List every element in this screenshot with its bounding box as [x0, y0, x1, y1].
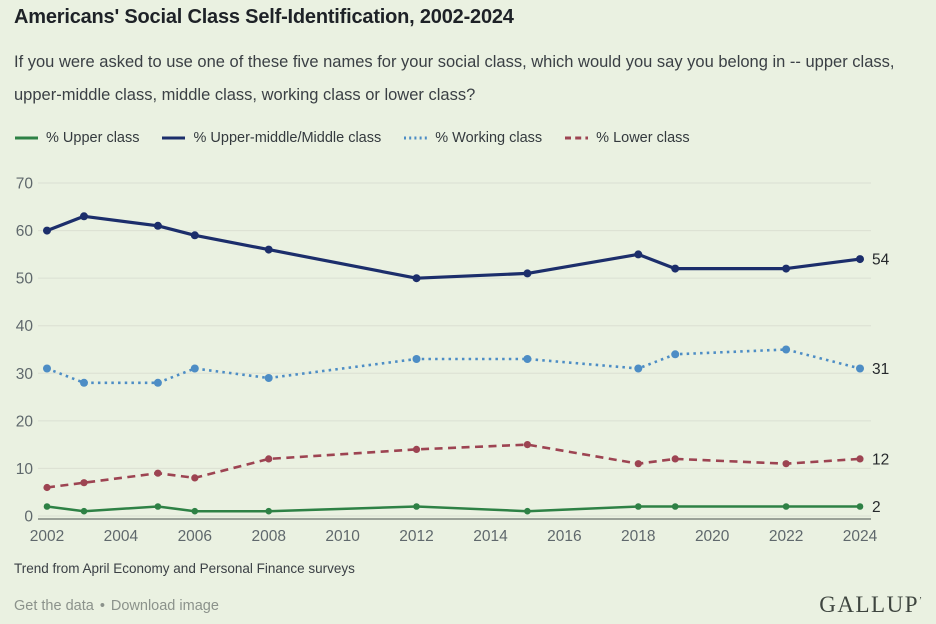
x-tick-label-2022: 2022 — [769, 528, 803, 545]
legend-marker-dotted-line-icon — [404, 136, 428, 140]
data-point-upper-middle-middle-class-2008[interactable] — [264, 245, 273, 254]
chart-footnote: Trend from April Economy and Personal Fi… — [14, 561, 355, 576]
legend-item-working-class[interactable]: % Working class — [403, 130, 542, 146]
data-point-upper-class-2024[interactable] — [856, 503, 864, 510]
data-point-lower-class-2003[interactable] — [80, 479, 88, 487]
data-point-upper-middle-middle-class-2018[interactable] — [634, 250, 643, 259]
x-tick-label-2018: 2018 — [621, 528, 655, 545]
legend-item-lower-class[interactable]: % Lower class — [564, 130, 690, 146]
data-point-upper-class-2019[interactable] — [671, 503, 679, 510]
legend-label: % Upper class — [46, 130, 140, 146]
chart-subtitle-question: If you were asked to use one of these fi… — [14, 53, 895, 104]
data-point-working-class-2019[interactable] — [671, 350, 680, 359]
data-point-working-class-2005[interactable] — [153, 378, 162, 387]
footer-links-separator: • — [99, 598, 105, 614]
data-point-upper-middle-middle-class-2024[interactable] — [856, 255, 864, 264]
data-point-upper-middle-middle-class-2015[interactable] — [523, 269, 532, 278]
series-line-upper-middle-middle-class — [46, 214, 861, 280]
data-point-working-class-2006[interactable] — [190, 364, 199, 373]
legend-label: % Working class — [435, 130, 543, 146]
legend-marker-solid-line-icon — [162, 136, 186, 140]
data-point-lower-class-2018[interactable] — [634, 460, 642, 468]
data-point-working-class-2015[interactable] — [523, 355, 532, 363]
page-title: Americans' Social Class Self-Identificat… — [14, 6, 514, 28]
data-point-upper-class-2022[interactable] — [782, 503, 790, 510]
y-tick-label-30: 30 — [16, 366, 34, 383]
data-point-upper-class-2015[interactable] — [524, 507, 531, 515]
gallup-logo-trademark: ’ — [919, 595, 922, 606]
data-point-upper-class-2005[interactable] — [154, 503, 162, 510]
series-line-working-class — [46, 348, 861, 385]
y-tick-label-10: 10 — [16, 461, 34, 478]
legend-item-upper-middle-middle-class[interactable]: % Upper-middle/Middle class — [161, 130, 381, 146]
y-tick-label-60: 60 — [16, 223, 34, 240]
data-point-upper-class-2018[interactable] — [635, 503, 642, 510]
x-tick-label-2004: 2004 — [104, 528, 139, 545]
x-tick-label-2020: 2020 — [695, 528, 730, 545]
legend-label: % Upper-middle/Middle class — [193, 130, 382, 146]
data-point-working-class-2008[interactable] — [264, 374, 273, 382]
x-tick-label-2016: 2016 — [547, 528, 581, 545]
data-point-working-class-2012[interactable] — [412, 355, 421, 363]
end-value-label-upper-class: 2 — [872, 499, 881, 516]
data-point-upper-middle-middle-class-2019[interactable] — [671, 264, 680, 273]
data-point-lower-class-2002[interactable] — [43, 483, 51, 492]
data-point-working-class-2018[interactable] — [634, 364, 643, 373]
x-tick-label-2002: 2002 — [30, 528, 64, 545]
end-value-label-lower-class: 12 — [872, 451, 889, 468]
x-tick-label-2008: 2008 — [251, 528, 285, 545]
data-point-upper-class-2012[interactable] — [413, 503, 420, 510]
data-point-lower-class-2015[interactable] — [523, 441, 532, 449]
data-point-working-class-2002[interactable] — [43, 364, 51, 373]
legend-item-upper-class[interactable]: % Upper class — [14, 130, 139, 146]
data-point-upper-middle-middle-class-2022[interactable] — [782, 264, 791, 273]
data-point-upper-middle-middle-class-2002[interactable] — [43, 226, 51, 235]
x-tick-label-2024: 2024 — [843, 528, 878, 545]
data-point-upper-middle-middle-class-2003[interactable] — [80, 212, 88, 221]
data-point-lower-class-2019[interactable] — [671, 455, 679, 463]
footer-links: Get the data • Download image — [14, 598, 219, 614]
y-tick-label-20: 20 — [16, 413, 34, 430]
download-image-link[interactable]: Download image — [110, 598, 219, 614]
series-line-lower-class — [46, 443, 861, 489]
data-point-working-class-2022[interactable] — [782, 345, 791, 354]
y-tick-label-70: 70 — [16, 176, 34, 193]
x-tick-label-2010: 2010 — [325, 528, 360, 545]
chart-legend: % Upper class % Upper-middle/Middle class… — [14, 130, 690, 146]
data-point-lower-class-2005[interactable] — [154, 469, 162, 477]
y-tick-label-0: 0 — [24, 509, 33, 526]
x-tick-label-2006: 2006 — [178, 528, 212, 545]
end-value-label-working-class: 31 — [872, 361, 889, 378]
legend-label: % Lower class — [596, 130, 690, 146]
data-point-upper-middle-middle-class-2006[interactable] — [190, 231, 199, 240]
x-tick-label-2012: 2012 — [399, 528, 433, 545]
end-value-label-upper-middle-middle-class: 54 — [872, 252, 890, 269]
legend-marker-solid-line-icon — [15, 136, 38, 140]
data-point-lower-class-2008[interactable] — [265, 455, 273, 463]
data-point-lower-class-2024[interactable] — [856, 455, 864, 463]
data-point-upper-class-2003[interactable] — [80, 507, 88, 515]
get-the-data-link[interactable]: Get the data — [14, 598, 94, 614]
data-point-lower-class-2012[interactable] — [412, 445, 421, 453]
data-point-upper-class-2006[interactable] — [191, 507, 199, 515]
legend-marker-dashed-line-icon — [565, 136, 589, 140]
gallup-logo: GALLUP’ — [819, 592, 922, 617]
data-point-working-class-2003[interactable] — [80, 378, 88, 387]
series-line-upper-class — [46, 505, 860, 513]
data-point-upper-class-2002[interactable] — [43, 503, 51, 510]
data-point-lower-class-2006[interactable] — [191, 474, 199, 482]
x-tick-label-2014: 2014 — [473, 528, 508, 545]
data-point-upper-middle-middle-class-2005[interactable] — [153, 221, 162, 230]
data-point-working-class-2024[interactable] — [856, 364, 864, 373]
data-point-lower-class-2022[interactable] — [782, 460, 790, 468]
y-tick-label-50: 50 — [16, 271, 34, 288]
data-point-upper-class-2008[interactable] — [265, 507, 273, 515]
data-point-upper-middle-middle-class-2012[interactable] — [412, 274, 421, 283]
y-tick-label-40: 40 — [16, 318, 34, 335]
